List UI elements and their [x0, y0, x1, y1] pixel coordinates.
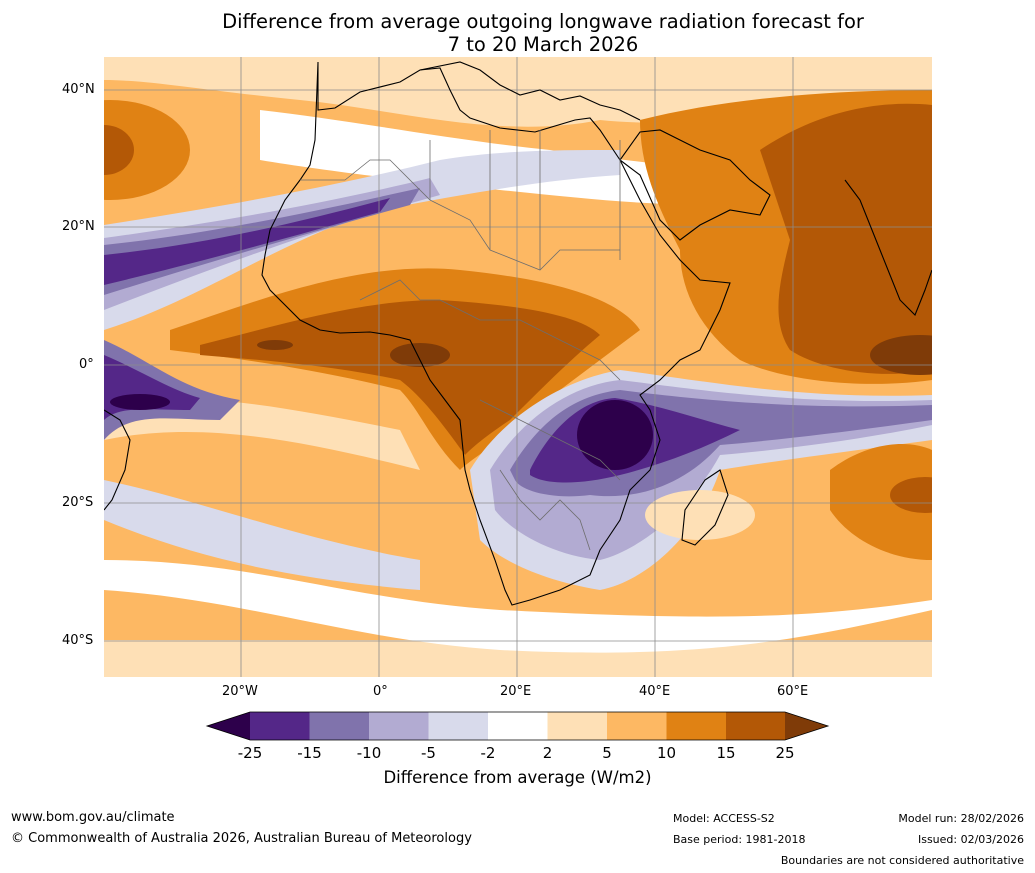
- light-purple-zone: [104, 480, 420, 590]
- brown-zone: [890, 477, 932, 513]
- darkest-brown-zone: [390, 343, 450, 367]
- west-africa-border: [359, 279, 440, 301]
- colorbar: [205, 711, 830, 741]
- lat-label-20n: 20°N: [62, 219, 95, 234]
- africa-coastline: [261, 61, 731, 606]
- colorbar-tick: 25: [775, 744, 795, 762]
- base-period-text: Base period: 1981-2018: [673, 833, 806, 846]
- lon-label-60e: 60°E: [777, 684, 809, 699]
- website-link[interactable]: www.bom.gov.au/climate: [11, 810, 175, 825]
- colorbar-tick: 10: [656, 744, 677, 762]
- colorbar-tick: 15: [716, 744, 736, 762]
- lon-label-20e: 20°E: [500, 684, 532, 699]
- europe-coastline: [419, 61, 641, 121]
- model-text: Model: ACCESS-S2: [673, 812, 775, 825]
- light-orange-zone: [645, 490, 755, 540]
- north-africa-borders: [429, 130, 621, 270]
- southern-africa-border: [479, 399, 621, 481]
- colorbar-segment: [666, 712, 726, 740]
- model-run-text: Model run: 28/02/2026: [898, 812, 1024, 825]
- dark-purple-zone: [104, 198, 390, 285]
- country-borders: [300, 130, 621, 551]
- lat-label-40s: 40°S: [62, 633, 94, 648]
- colorbar-segment: [607, 712, 667, 740]
- colorbar-segment: [547, 712, 607, 740]
- colorbar-tick: 5: [602, 744, 612, 762]
- brown-zone: [104, 125, 134, 175]
- colorbar-tick: -10: [356, 744, 382, 762]
- lon-label-0: 0°: [373, 684, 388, 699]
- colorbar-tick: -2: [480, 744, 496, 762]
- brown-zone: [760, 103, 932, 374]
- colorbar-tick: -25: [237, 744, 263, 762]
- colorbar-tick: 2: [542, 744, 553, 762]
- light-orange-zone: [104, 640, 932, 677]
- india-coastline: [844, 179, 932, 316]
- colorbar-label: Difference from average (W/m2): [383, 768, 652, 787]
- colorbar-outline: [205, 711, 830, 741]
- south-america-coastline: [104, 409, 131, 511]
- central-africa-border: [439, 299, 621, 381]
- colorbar-max-arrow: [785, 712, 828, 740]
- darkest-brown-zone: [257, 340, 293, 350]
- colorbar-segment: [250, 712, 310, 740]
- copyright-text: © Commonwealth of Australia 2026, Austra…: [11, 831, 472, 846]
- colorbar-segment: [309, 712, 369, 740]
- colorbar-tick: -5: [421, 744, 436, 762]
- lon-label-40e: 40°E: [639, 684, 671, 699]
- title-line-1: Difference from average outgoing longwav…: [222, 10, 864, 33]
- darkest-purple-zone: [110, 394, 170, 410]
- colorbar-segment: [726, 712, 785, 740]
- title-line-2: 7 to 20 March 2026: [447, 33, 639, 56]
- darkest-brown-zone: [870, 335, 932, 375]
- south-africa-border: [499, 469, 591, 551]
- colorbar-segment: [369, 712, 429, 740]
- map-title: Difference from average outgoing longwav…: [0, 10, 1035, 56]
- brown-zone: [200, 300, 600, 455]
- neutral-zone: [104, 560, 932, 653]
- issued-text: Issued: 02/03/2026: [917, 833, 1024, 846]
- disclaimer-text: Boundaries are not considered authoritat…: [780, 854, 1024, 867]
- lat-label-0: 0°: [79, 357, 94, 372]
- sahel-border: [300, 159, 620, 271]
- madagascar-coastline: [681, 469, 729, 546]
- lat-label-20s: 20°S: [62, 495, 94, 510]
- darkest-purple-zone: [577, 400, 653, 470]
- colorbar-segment: [428, 712, 488, 740]
- dark-orange-zone: [104, 100, 190, 200]
- colorbar-segment: [488, 712, 548, 740]
- lon-label-20w: 20°W: [222, 684, 258, 699]
- lat-label-40n: 40°N: [62, 82, 95, 97]
- colorbar-min-arrow: [207, 712, 250, 740]
- arabia-coastline: [619, 129, 771, 241]
- colorbar-tick: -15: [297, 744, 322, 762]
- dark-orange-zone: [830, 444, 932, 560]
